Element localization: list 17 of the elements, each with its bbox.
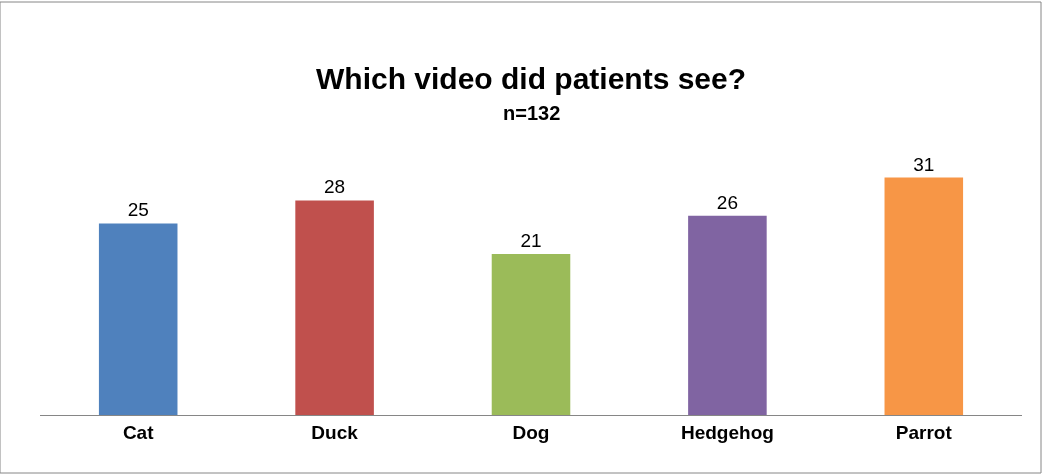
chart-title: Which video did patients see?	[316, 62, 747, 95]
x-tick-label: Duck	[311, 421, 359, 443]
x-tick-label: Parrot	[895, 421, 953, 443]
x-tick-label: Hedgehog	[680, 421, 774, 443]
data-label: 25	[127, 199, 149, 221]
x-tick-label: Cat	[122, 421, 155, 443]
data-label: 26	[716, 191, 738, 213]
chart-subtitle: n=132	[503, 102, 561, 124]
bar	[884, 177, 964, 415]
bar	[688, 215, 767, 415]
bar	[295, 200, 374, 415]
data-label: 28	[324, 176, 346, 198]
bar	[491, 254, 571, 415]
bar	[98, 223, 178, 415]
data-label: 31	[913, 153, 935, 175]
data-label: 21	[520, 230, 542, 252]
x-tick-label: Dog	[512, 421, 550, 443]
